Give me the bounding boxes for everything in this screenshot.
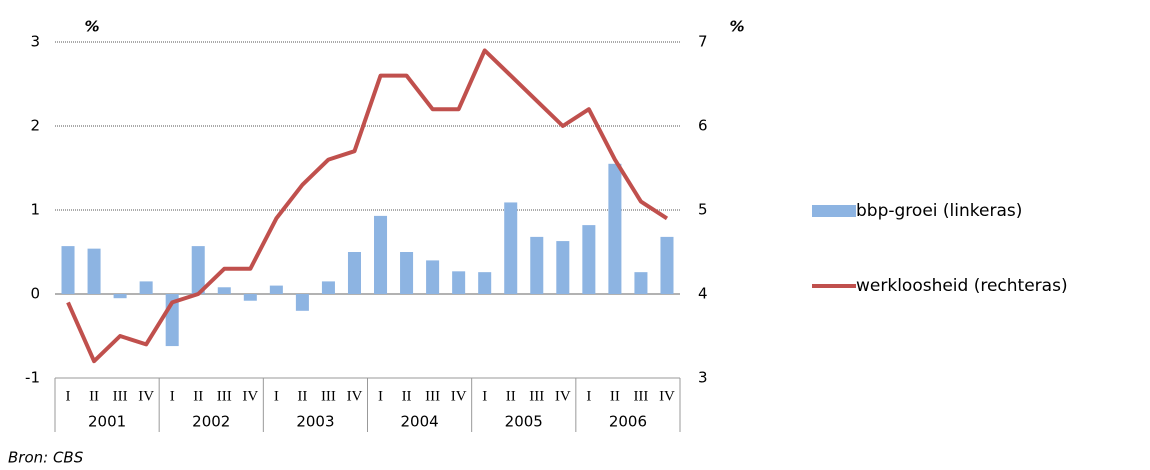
x-group-label: 2003	[296, 413, 334, 431]
x-tick-label: IV	[659, 388, 675, 404]
y2-tick-label: 3	[698, 369, 708, 387]
bar	[243, 294, 257, 301]
bar	[400, 252, 414, 294]
x-tick-label: I	[66, 388, 71, 404]
x-tick-label: II	[402, 388, 412, 404]
x-tick-label: IV	[138, 388, 154, 404]
bar	[87, 248, 101, 294]
bar	[660, 236, 674, 294]
x-tick-label: I	[586, 388, 591, 404]
bar	[608, 163, 622, 294]
x-tick-label: II	[297, 388, 307, 404]
bar	[478, 272, 492, 294]
legend-label: werkloosheid (rechteras)	[856, 276, 1068, 296]
y-tick-label: 1	[30, 201, 40, 219]
x-group-label: 2001	[88, 413, 126, 431]
y2-tick-label: 6	[698, 117, 708, 135]
y2-tick-label: 5	[698, 201, 708, 219]
bar	[582, 225, 596, 294]
x-tick-label: III	[217, 388, 232, 404]
x-group-label: 2002	[192, 413, 230, 431]
bar	[426, 260, 440, 294]
legend-swatch	[812, 205, 856, 217]
x-tick-label: III	[529, 388, 544, 404]
bar	[452, 271, 466, 294]
y2-unit-label: %	[729, 18, 744, 36]
y-unit-label: %	[84, 18, 99, 36]
x-tick-label: III	[425, 388, 440, 404]
bar	[504, 202, 518, 294]
y2-tick-label: 4	[698, 285, 708, 303]
x-tick-label: III	[321, 388, 336, 404]
bar	[113, 294, 127, 299]
bar	[321, 281, 335, 294]
bar	[191, 246, 205, 294]
x-tick-label: III	[633, 388, 648, 404]
x-group-label: 2006	[609, 413, 647, 431]
x-tick-label: I	[274, 388, 279, 404]
x-group-label: 2004	[400, 413, 438, 431]
x-tick-label: I	[482, 388, 487, 404]
legend-label: bbp-groei (linkeras)	[856, 201, 1022, 221]
bar	[530, 236, 544, 294]
x-group-label: 2005	[505, 413, 543, 431]
bar	[139, 281, 153, 294]
bar	[217, 287, 231, 294]
x-tick-label: I	[170, 388, 175, 404]
bar	[269, 285, 283, 294]
x-tick-label: IV	[451, 388, 467, 404]
x-tick-label: I	[378, 388, 383, 404]
x-tick-label: II	[193, 388, 203, 404]
y-tick-label: 2	[30, 117, 40, 135]
x-tick-label: IV	[347, 388, 363, 404]
x-tick-label: II	[610, 388, 620, 404]
bar	[347, 252, 361, 294]
bar	[556, 241, 570, 294]
x-tick-label: IV	[242, 388, 258, 404]
y2-tick-label: 7	[698, 33, 708, 51]
x-tick-label: II	[89, 388, 99, 404]
x-tick-label: IV	[555, 388, 571, 404]
line	[66, 48, 669, 364]
x-tick-label: II	[506, 388, 516, 404]
bar	[61, 246, 75, 294]
y-tick-label: 0	[30, 285, 40, 303]
source: Bron: CBS	[8, 449, 84, 467]
y-tick-label: -1	[25, 369, 40, 387]
y-tick-label: 3	[30, 33, 40, 51]
bar	[295, 294, 309, 311]
x-tick-label: III	[113, 388, 128, 404]
bar	[374, 215, 388, 294]
bar	[634, 272, 648, 294]
